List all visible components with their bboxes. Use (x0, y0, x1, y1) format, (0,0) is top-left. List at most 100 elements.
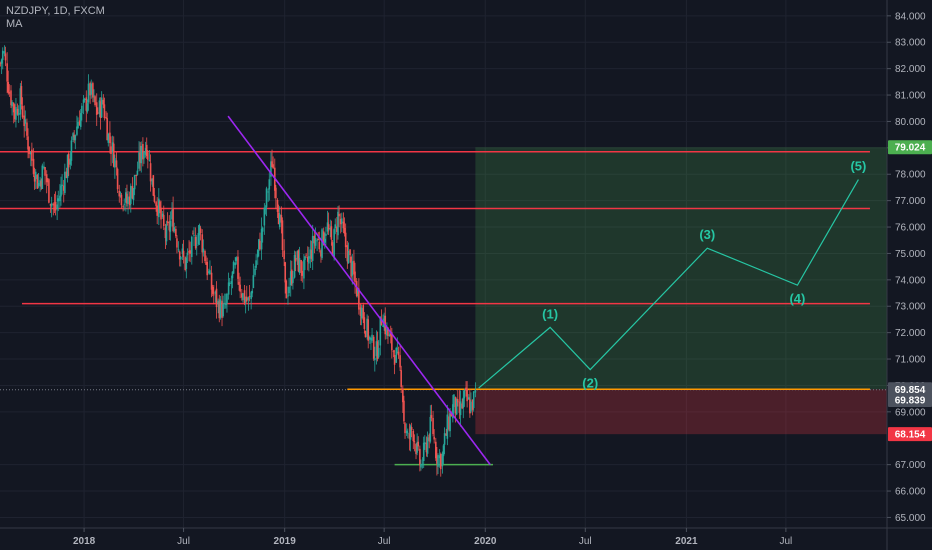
candle-body (140, 145, 143, 164)
candle-body (144, 148, 147, 155)
candle-body (92, 83, 94, 98)
candle-body (115, 160, 118, 168)
candle-body (87, 83, 90, 103)
candle-body (470, 401, 472, 412)
candle-body (406, 432, 409, 434)
candle-body (308, 256, 310, 264)
time-axis[interactable]: 2018 Jul 2019 Jul 2020 Jul 2021 Jul (73, 528, 792, 547)
x-tick-label: Jul (378, 536, 391, 547)
price-badge-label: 69.839 (895, 395, 926, 406)
candle-body (60, 185, 62, 197)
candle-body (395, 347, 398, 363)
candle-body (103, 104, 106, 118)
candle-body (234, 262, 237, 266)
candle-body (120, 194, 123, 206)
candle-body (326, 222, 329, 232)
candle-body (135, 174, 138, 177)
candle-body (39, 180, 41, 186)
candle-body (255, 260, 257, 268)
candle-body (72, 133, 74, 141)
candle-body (413, 440, 416, 442)
price-badge-label: 68.154 (895, 430, 926, 441)
candle-body (14, 109, 16, 120)
candle-body (288, 286, 290, 294)
candle-body (98, 100, 101, 115)
candle-body (377, 347, 380, 358)
candle-body (81, 105, 83, 114)
candle-body (294, 258, 297, 262)
candle-body (49, 204, 52, 206)
candle-body (304, 256, 306, 260)
candle-body (284, 262, 287, 283)
candle-body (389, 333, 392, 336)
candle-body (132, 188, 135, 200)
candle-body (346, 245, 349, 262)
candle-body (47, 181, 49, 183)
candle-body (169, 221, 172, 232)
y-tick-label: 81.000 (895, 91, 926, 102)
candle-body (329, 228, 332, 231)
candle-body (26, 122, 28, 136)
y-tick-label: 82.000 (895, 64, 926, 75)
candle-body (161, 213, 164, 217)
y-tick-label: 73.000 (895, 302, 926, 313)
candle-body (59, 195, 61, 202)
candle-body (379, 316, 382, 346)
candle-body (343, 227, 346, 234)
candle-body (24, 119, 27, 124)
symbol-title[interactable]: NZDJPY, 1D, FXCM (6, 5, 105, 17)
candle-body (230, 281, 233, 284)
candle-body (358, 288, 360, 310)
candle-body (53, 204, 56, 206)
candle-body (62, 185, 65, 191)
wave-label: (1) (542, 306, 558, 321)
candle-body (177, 249, 180, 251)
candle-body (334, 224, 337, 229)
candle-body (227, 282, 230, 295)
candle-body (27, 136, 29, 150)
candle-body (33, 176, 36, 182)
candle-body (409, 426, 412, 440)
candle-body (133, 175, 136, 190)
candle-body (211, 286, 214, 294)
candle-body (204, 250, 206, 261)
candle-body (116, 168, 119, 190)
candle-body (131, 186, 134, 199)
candle-body (300, 259, 302, 273)
candle-body (129, 185, 132, 204)
candle-body (128, 196, 131, 206)
candle-body (268, 179, 271, 190)
wave-label: (5) (850, 159, 866, 174)
indicator-label[interactable]: MA (6, 18, 23, 30)
candle-body (107, 133, 110, 143)
candle-body (415, 444, 417, 455)
candle-body (355, 281, 358, 297)
y-tick-label: 83.000 (895, 38, 926, 49)
candle-body (181, 248, 184, 255)
candle-body (185, 257, 188, 269)
candle-body (195, 244, 198, 246)
candle-body (466, 388, 468, 402)
candle-body (439, 453, 442, 470)
trendline-group (227, 115, 491, 466)
candle-body (105, 116, 107, 119)
y-tick-label: 69.000 (895, 407, 926, 418)
candle-body (405, 430, 408, 434)
candle-body (29, 152, 32, 155)
candle-body (70, 140, 73, 161)
candle-body (292, 277, 294, 283)
candle-body (73, 134, 75, 138)
candle-body (256, 250, 259, 258)
candle-body (74, 135, 77, 141)
candle-body (8, 92, 11, 94)
candle-body (110, 146, 112, 155)
y-tick-label: 78.000 (895, 170, 926, 181)
candle-body (432, 417, 434, 435)
candle-body (208, 271, 210, 273)
candle-body (472, 391, 475, 409)
candle-body (309, 249, 312, 259)
candle-body (283, 250, 285, 260)
candle-body (422, 442, 425, 461)
candle-body (429, 416, 432, 442)
